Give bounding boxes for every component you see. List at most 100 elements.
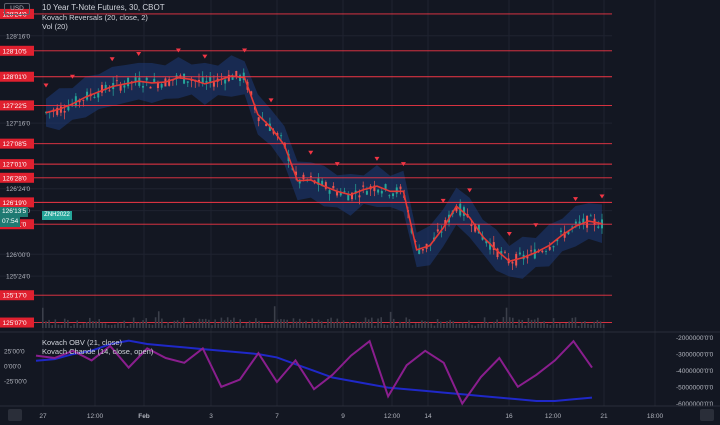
volume-bar	[198, 318, 201, 328]
volume-bar	[490, 324, 492, 328]
volume-bar	[364, 317, 367, 328]
volume-bar	[204, 318, 207, 328]
candle-body	[518, 252, 521, 255]
candle-body	[149, 86, 152, 89]
volume-bar	[51, 325, 53, 328]
volume-bar	[208, 319, 210, 328]
candle-body	[190, 80, 193, 81]
candle-body	[197, 79, 200, 82]
volume-bar	[396, 325, 398, 328]
level-tag	[0, 100, 34, 111]
volume-bar	[455, 323, 458, 328]
volume-bar	[239, 319, 241, 328]
volume-bar	[120, 323, 122, 328]
volume-bar	[261, 323, 263, 328]
level-tag	[0, 159, 34, 170]
lower-right-tick-label: -5000000'0'0	[676, 385, 714, 392]
volume-bar	[530, 319, 533, 328]
reversal-marker	[533, 223, 539, 228]
indicator-kovach-chande-label[interactable]: Kovach Chande (14, close, open)	[42, 347, 154, 356]
x-tick-label: 27	[39, 413, 47, 420]
volume-bar	[251, 322, 254, 328]
volume-bar	[371, 317, 373, 328]
volume-bar	[461, 322, 464, 328]
indicator-kovach-obv-label[interactable]: Kovach OBV (21, close)	[42, 338, 123, 347]
volume-bar	[533, 319, 536, 328]
candle-body	[350, 192, 353, 200]
volume-bar	[361, 321, 364, 328]
candle-body	[235, 71, 238, 77]
volume-bar	[67, 319, 69, 328]
volume-bar	[327, 318, 329, 328]
candle-body	[470, 224, 473, 227]
volume-bar	[549, 325, 552, 328]
kovach-obv-line	[35, 339, 593, 402]
volume-bar	[512, 317, 514, 328]
volume-bar	[183, 317, 185, 328]
kovach-band	[46, 55, 602, 279]
volume-bar	[486, 322, 489, 328]
candle-body	[545, 251, 548, 252]
volume-bar	[527, 318, 530, 328]
volume-bar	[73, 324, 75, 328]
volume-bar	[515, 324, 517, 328]
volume-bar	[411, 325, 414, 328]
volume-bar	[468, 320, 470, 328]
volume-bar	[136, 322, 138, 328]
volume-bar	[226, 317, 229, 328]
candle-body	[309, 176, 312, 178]
candle-body	[571, 226, 574, 228]
volume-bar	[345, 323, 348, 328]
volume-bar	[214, 319, 216, 328]
candle-body	[511, 261, 514, 264]
volume-bar	[92, 321, 94, 328]
volume-bar	[590, 324, 592, 328]
lower-right-tick-label: -2000000'0'0	[676, 335, 714, 342]
volume-bar	[443, 323, 445, 328]
volume-bar	[201, 319, 204, 328]
volume-bar	[95, 321, 97, 328]
volume-bar	[57, 324, 60, 328]
volume-bar	[189, 324, 191, 328]
chart-title: 10 Year T-Note Futures, 30, CBOT	[42, 3, 165, 12]
level-tag	[0, 197, 34, 208]
volume-bar	[70, 325, 72, 328]
candle-body	[250, 91, 253, 96]
x-tick-label: 18:00	[647, 413, 664, 420]
candle-body	[63, 110, 66, 113]
volume-bar	[587, 323, 589, 328]
candle-body	[115, 80, 118, 82]
reversal-marker	[374, 156, 380, 161]
volume-bar	[367, 319, 370, 328]
volume-bar	[242, 325, 245, 328]
candle-body	[209, 76, 212, 82]
candle-body	[212, 82, 215, 87]
candle-body	[302, 174, 305, 180]
volume-bar	[580, 322, 583, 328]
y-tick-label: 126'00'0	[6, 252, 31, 259]
volume-bar	[54, 319, 57, 328]
candle-body	[343, 191, 346, 193]
volume-bar	[477, 324, 480, 328]
volume-bar	[502, 317, 505, 328]
reversal-marker	[599, 194, 605, 199]
candle-body	[186, 81, 189, 83]
candle-body	[347, 194, 350, 201]
level-tag	[0, 172, 34, 183]
currency-badge[interactable]: USD	[4, 3, 30, 15]
volume-bar	[521, 319, 523, 328]
indicator-kovach-reversals-label[interactable]: Kovach Reversals (20, close, 2)	[42, 13, 148, 22]
volume-bar	[233, 317, 235, 328]
reversal-marker	[573, 197, 579, 202]
volume-bar	[305, 320, 307, 328]
candle-body	[548, 246, 551, 250]
volume-bar	[555, 323, 558, 328]
volume-bar	[577, 325, 580, 328]
last-price-tag: 126'13'5	[0, 207, 29, 217]
volume-bar	[508, 317, 511, 328]
volume-bar	[142, 320, 144, 328]
indicator-volume-label[interactable]: Vol (20)	[42, 22, 68, 31]
volume-bar	[76, 320, 79, 328]
lower-left-tick-label: 0'00'0	[4, 364, 21, 371]
